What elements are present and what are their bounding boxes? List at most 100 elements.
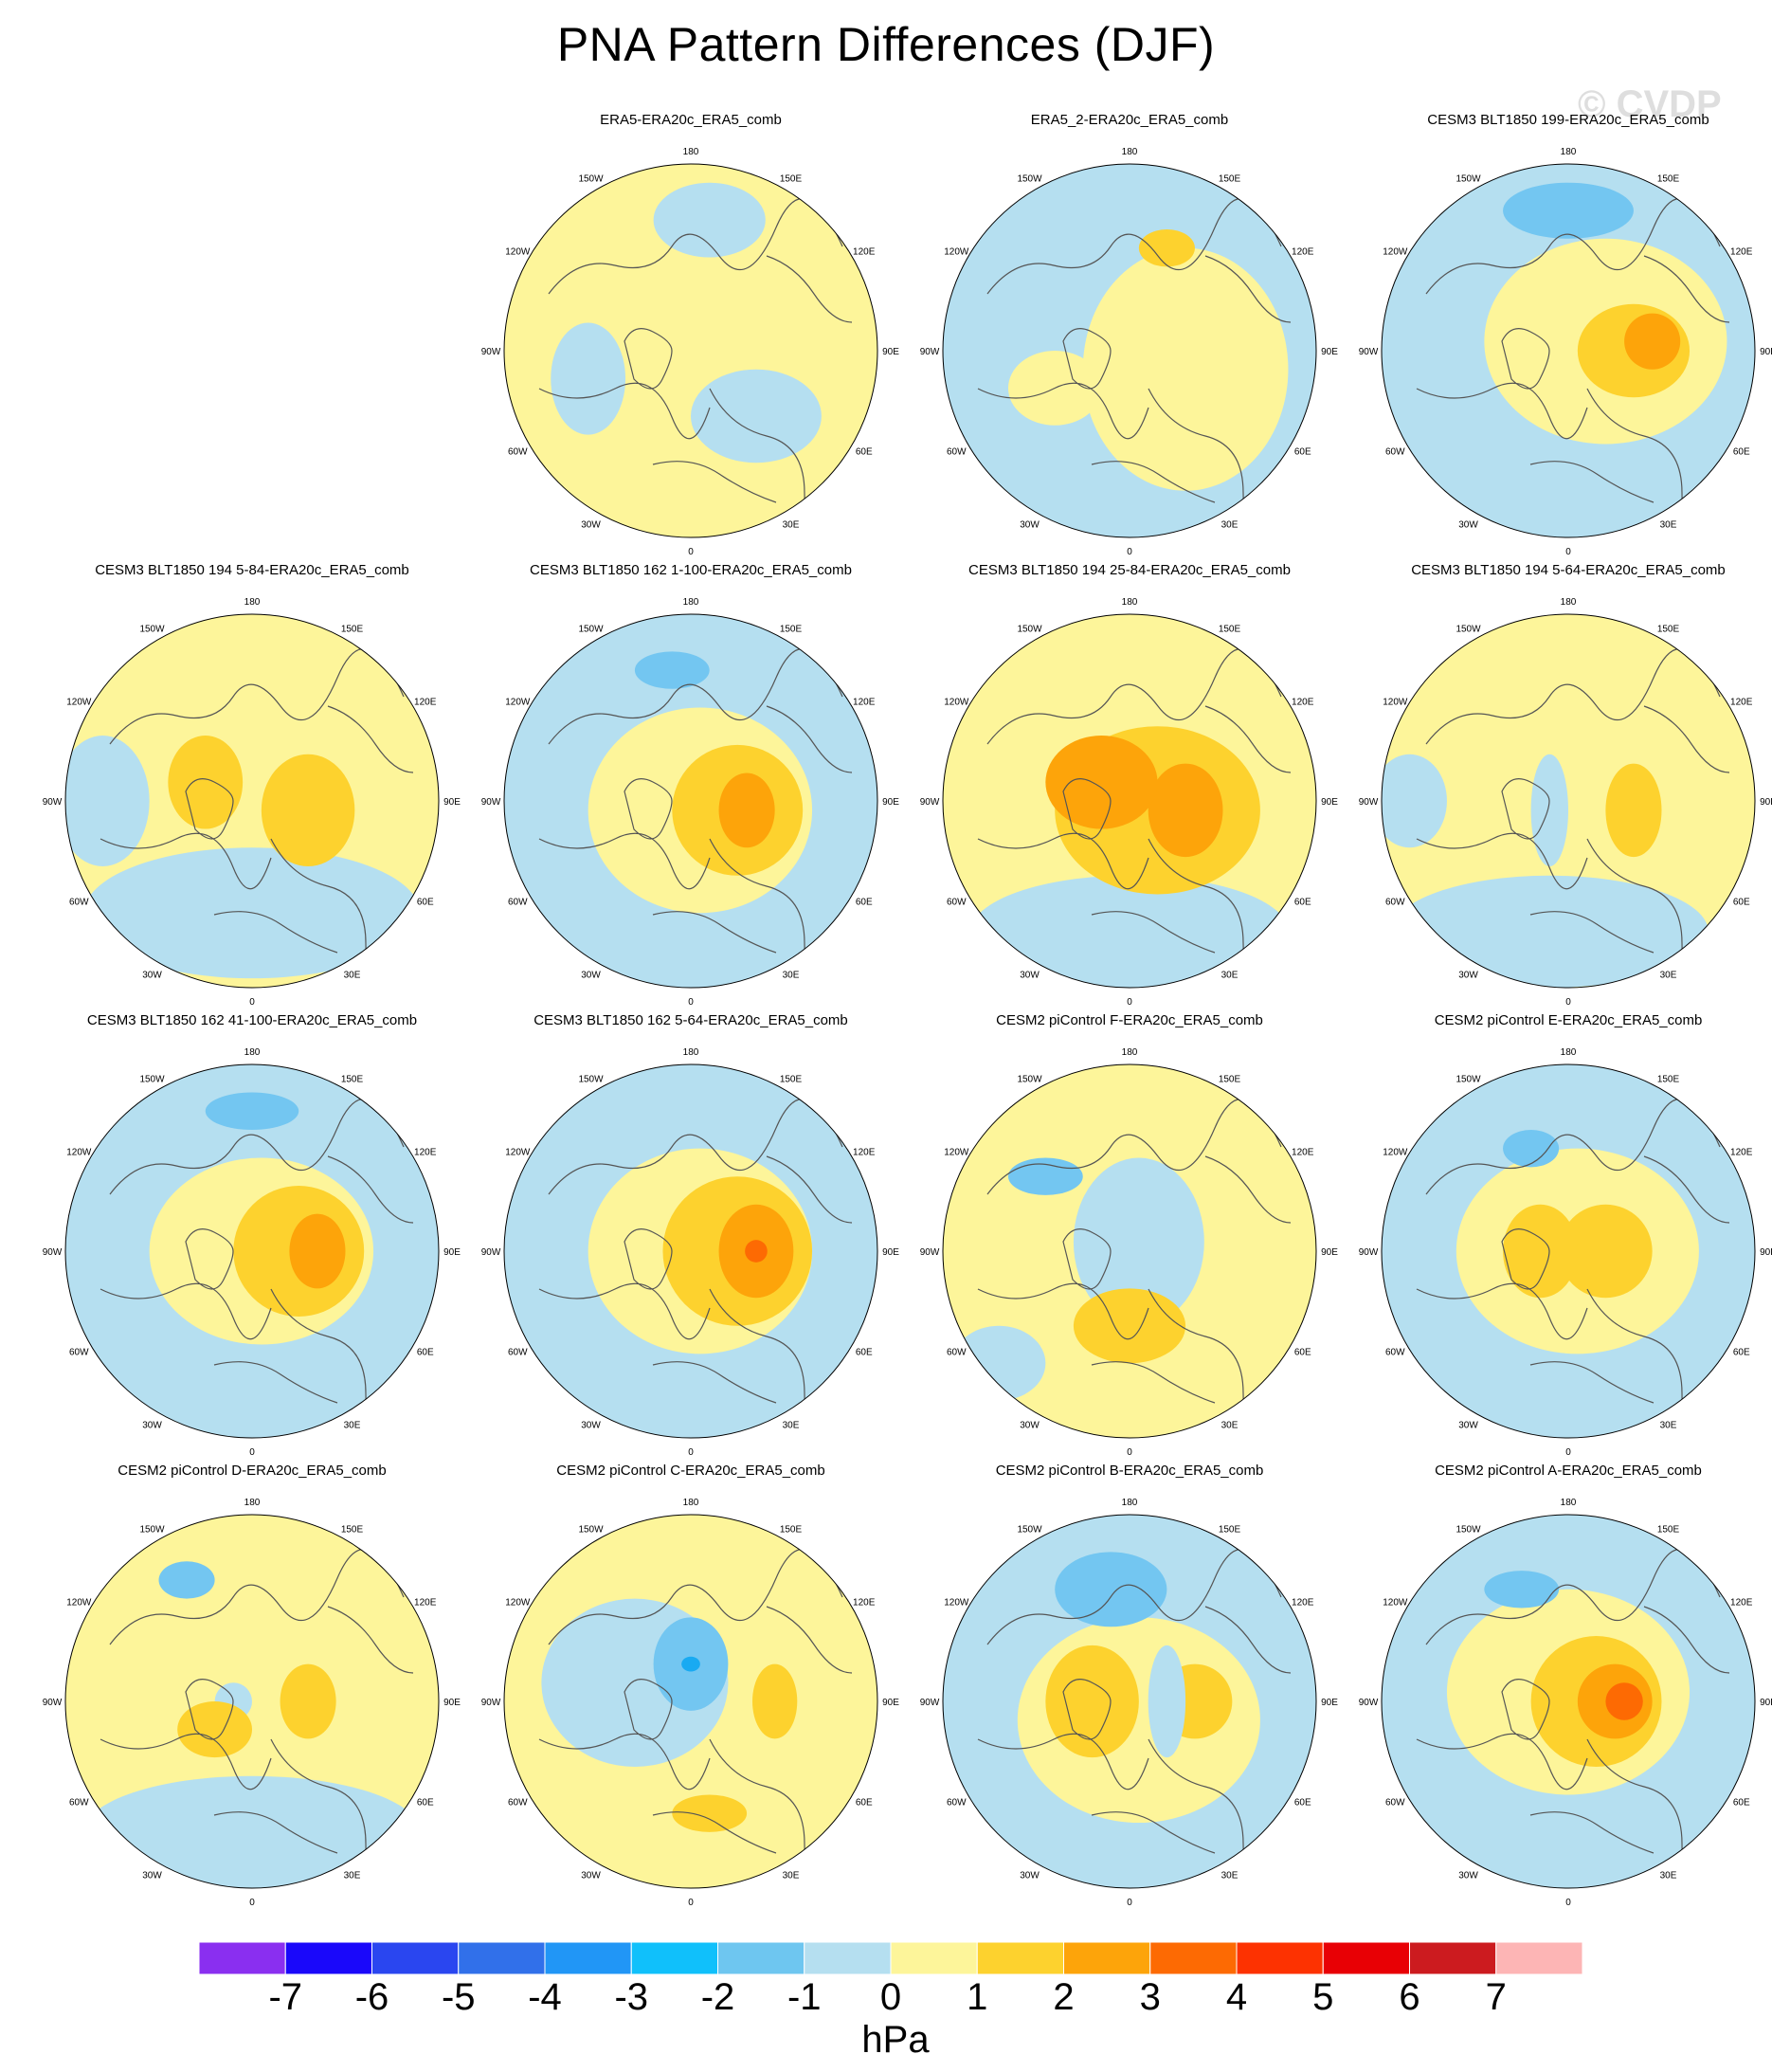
longitude-label: 90W: [920, 1247, 940, 1258]
anomaly-contour: [718, 772, 775, 848]
longitude-label: 150W: [578, 1074, 604, 1084]
map-boundary: [1381, 1063, 1756, 1439]
panel-title: CESM2 piControl E-ERA20c_ERA5_comb: [1434, 1012, 1703, 1028]
longitude-label: 90W: [920, 347, 940, 357]
longitude-label: 120E: [853, 1148, 876, 1158]
longitude-label: 180: [683, 1047, 699, 1058]
longitude-label: 0: [688, 547, 694, 555]
longitude-label: 0: [1127, 1898, 1132, 1906]
longitude-label: 90E: [882, 797, 899, 808]
anomaly-contour: [672, 1794, 748, 1832]
longitude-label: 150E: [780, 173, 803, 184]
anomaly-contour: [551, 322, 626, 435]
longitude-label: 60E: [1733, 1348, 1750, 1358]
anomaly-contour: [1503, 1129, 1560, 1168]
longitude-label: 60E: [856, 447, 873, 458]
longitude-label: 120E: [1730, 698, 1753, 708]
polar-map: 180 150E 120E 90E 60E 30E 0 30W 60W 90W 120W 150W: [481, 1498, 900, 1906]
longitude-label: 60E: [1733, 447, 1750, 458]
longitude-label: 180: [244, 1498, 261, 1508]
longitude-label: 120W: [944, 247, 969, 258]
longitude-label: 30E: [344, 1421, 361, 1431]
longitude-label: 60E: [1294, 1348, 1311, 1358]
longitude-label: 90W: [481, 347, 501, 357]
anomaly-contour: [1484, 1571, 1560, 1609]
longitude-label: 30E: [783, 520, 800, 531]
anomaly-contour: [1559, 1204, 1653, 1299]
longitude-label: 150W: [139, 1074, 165, 1084]
longitude-label: 90E: [882, 347, 899, 357]
panel-title: CESM2 piControl F-ERA20c_ERA5_comb: [996, 1012, 1263, 1028]
longitude-label: 120E: [1292, 247, 1314, 258]
longitude-label: 30E: [1660, 520, 1677, 531]
coastline: [538, 1548, 853, 1884]
colorbar-swatch: [1063, 1942, 1151, 1974]
longitude-label: 180: [1122, 597, 1138, 608]
polar-map: 180 150E 120E 90E 60E 30E 0 30W 60W 90W 120W 150W: [1359, 1047, 1772, 1456]
colorbar-swatch: [717, 1942, 805, 1974]
longitude-label: 90W: [43, 1698, 63, 1708]
longitude-label: 90W: [1359, 797, 1379, 808]
longitude-label: 150E: [341, 1524, 364, 1535]
colorbar-tick-label: -3: [614, 1976, 649, 2018]
map-panel: ERA5_2-ERA20c_ERA5_comb 180 150E 120E 90E 60E…: [910, 112, 1349, 557]
anomaly-contour: [1624, 313, 1681, 370]
colorbar-tick-label: 6: [1399, 1976, 1420, 2018]
longitude-label: 30W: [1458, 1421, 1478, 1431]
colorbar-tick-label: 2: [1053, 1976, 1075, 2018]
longitude-label: 30E: [1221, 1871, 1239, 1881]
longitude-label: 120E: [853, 1598, 876, 1609]
colorbar-tick-label: -5: [441, 1976, 476, 2018]
longitude-label: 60W: [69, 1798, 89, 1808]
longitude-label: 60W: [508, 1348, 528, 1358]
longitude-label: 0: [1565, 547, 1571, 555]
longitude-label: 120W: [1383, 247, 1408, 258]
longitude-label: 150E: [1219, 624, 1241, 634]
colorbar-tick-label: -4: [528, 1976, 562, 2018]
panel-title: CESM2 piControl B-ERA20c_ERA5_comb: [995, 1463, 1264, 1479]
longitude-label: 150E: [341, 624, 364, 634]
polar-map: 180 150E 120E 90E 60E 30E 0 30W 60W 90W 120W 150W: [920, 1498, 1339, 1906]
longitude-label: 30W: [1020, 520, 1040, 531]
map-boundary: [503, 1063, 878, 1439]
longitude-label: 60E: [856, 1348, 873, 1358]
longitude-label: 30W: [581, 1421, 601, 1431]
coastline: [1416, 1098, 1730, 1434]
panel-title: CESM3 BLT1850 162 5-64-ERA20c_ERA5_comb: [533, 1012, 848, 1028]
colorbar-tick-label: 7: [1485, 1976, 1507, 2018]
longitude-label: 90E: [443, 1698, 461, 1708]
map-panel: CESM3 BLT1850 162 1-100-ERA20c_ERA5_comb…: [471, 562, 911, 1008]
coastline: [538, 1098, 853, 1434]
longitude-label: 60E: [417, 1798, 434, 1808]
colorbar-unit: hPa: [861, 2019, 930, 2061]
longitude-label: 120E: [1730, 1148, 1753, 1158]
map-boundary: [503, 1514, 878, 1889]
longitude-label: 30W: [581, 520, 601, 531]
longitude-label: 30E: [1660, 1421, 1677, 1431]
coastline: [99, 1548, 414, 1884]
longitude-label: 120W: [505, 1598, 531, 1609]
longitude-label: 120E: [414, 698, 437, 708]
map-boundary: [64, 613, 440, 989]
longitude-label: 30W: [142, 1421, 162, 1431]
anomaly-contour: [1530, 754, 1568, 866]
anomaly-contour: [83, 1775, 421, 1888]
polar-map: 180 150E 120E 90E 60E 30E 0 30W 60W 90W 120W 150W: [481, 1047, 900, 1456]
longitude-label: 60W: [69, 898, 89, 908]
longitude-label: 30W: [1020, 1871, 1040, 1881]
colorbar-swatch: [1495, 1942, 1582, 1974]
longitude-label: 0: [249, 1447, 255, 1456]
longitude-label: 30E: [344, 971, 361, 981]
longitude-label: 90E: [1760, 1247, 1772, 1258]
longitude-label: 60W: [69, 1348, 89, 1358]
longitude-label: 180: [1122, 147, 1138, 157]
longitude-label: 180: [1561, 147, 1577, 157]
longitude-label: 30W: [1458, 1871, 1478, 1881]
longitude-label: 60W: [508, 447, 528, 458]
longitude-label: 0: [688, 1898, 694, 1906]
longitude-label: 120E: [1292, 1148, 1314, 1158]
longitude-label: 60E: [856, 1798, 873, 1808]
longitude-label: 150E: [341, 1074, 364, 1084]
longitude-label: 90W: [1359, 1698, 1379, 1708]
longitude-label: 180: [244, 597, 261, 608]
